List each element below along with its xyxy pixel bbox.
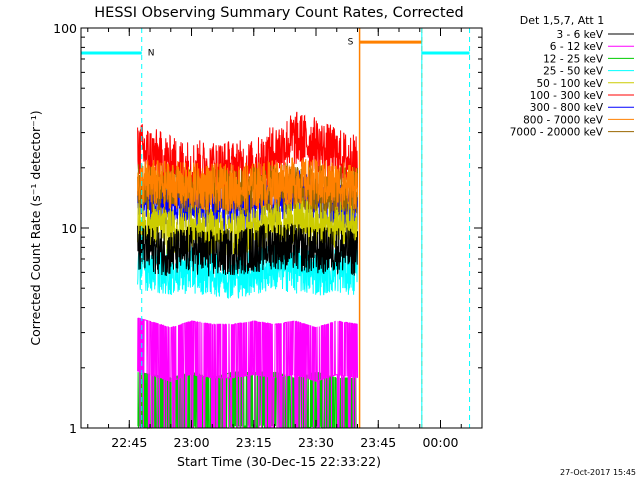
legend-label: 3 - 6 keV bbox=[556, 29, 603, 41]
legend-label: 300 - 800 keV bbox=[530, 102, 604, 114]
x-tick-label: 22:45 bbox=[111, 435, 147, 450]
x-tick-label: 23:15 bbox=[236, 435, 272, 450]
legend-label: 12 - 25 keV bbox=[543, 53, 604, 65]
series-line bbox=[137, 195, 358, 257]
series-line bbox=[137, 223, 358, 277]
legend-label: 800 - 7000 keV bbox=[523, 114, 604, 126]
legend-header: Det 1,5,7, Att 1 bbox=[520, 14, 604, 27]
y-tick-label: 1 bbox=[69, 421, 77, 436]
x-tick-label: 00:00 bbox=[422, 435, 458, 450]
y-tick-label: 10 bbox=[61, 221, 77, 236]
legend-label: 6 - 12 keV bbox=[550, 41, 604, 53]
series-line bbox=[137, 244, 358, 299]
series-layer bbox=[137, 111, 358, 430]
legend-label: 50 - 100 keV bbox=[536, 78, 603, 90]
series-line bbox=[137, 317, 358, 429]
x-tick-label: 23:45 bbox=[360, 435, 396, 450]
x-tick-label: 23:00 bbox=[174, 435, 210, 450]
legend-label: 7000 - 20000 keV bbox=[510, 127, 604, 139]
flag-label: S bbox=[348, 38, 354, 48]
chart-title: HESSI Observing Summary Count Rates, Cor… bbox=[94, 5, 463, 21]
legend-label: 100 - 300 keV bbox=[530, 90, 604, 102]
annotation-layer: NS bbox=[81, 28, 471, 428]
flag-label: N bbox=[148, 48, 155, 58]
y-axis-label: Corrected Count Rate (s⁻¹ detector⁻¹) bbox=[28, 110, 43, 345]
x-tick-label: 23:30 bbox=[298, 435, 334, 450]
series-line bbox=[137, 157, 358, 212]
axis-layer: 22:45 23:00 23:15 23:30 23:45 00:00 1 10 100 bbox=[53, 21, 483, 450]
y-tick-label: 100 bbox=[53, 21, 77, 36]
legend-label: 25 - 50 keV bbox=[543, 66, 604, 78]
x-axis-label: Start Time (30-Dec-15 22:33:22) bbox=[177, 454, 381, 469]
footer-timestamp: 27-Oct-2017 15:45 bbox=[560, 468, 636, 477]
